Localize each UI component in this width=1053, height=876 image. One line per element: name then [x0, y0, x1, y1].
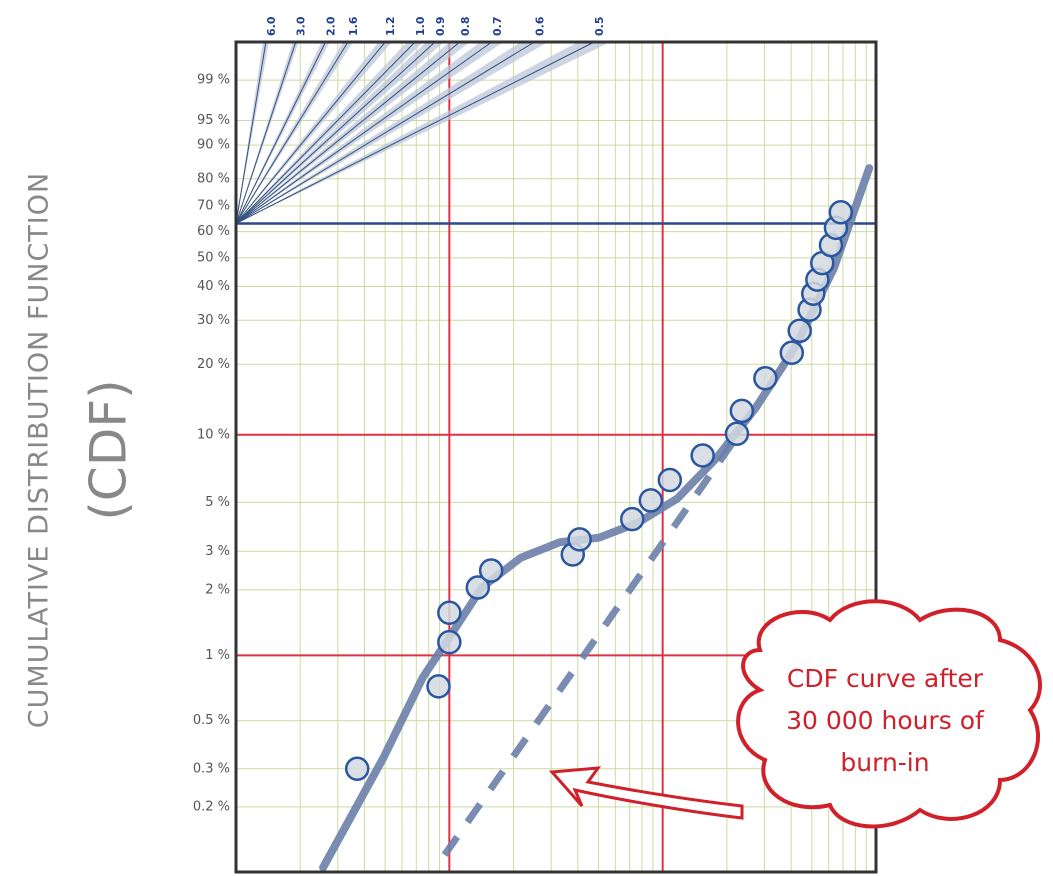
annotation-line: 30 000 hours of	[786, 706, 985, 735]
y-tick-label: 0.2 %	[193, 799, 230, 814]
burn-in-line	[441, 435, 739, 857]
data-point	[478, 558, 504, 583]
y-tick-label: 40 %	[197, 279, 230, 294]
plot-frame	[234, 40, 878, 874]
annotation-line: burn-in	[840, 748, 929, 777]
annotation-line: CDF curve after	[787, 664, 984, 693]
data-point	[437, 600, 462, 626]
data-point	[729, 398, 755, 424]
y-tick-label: 70 %	[197, 199, 230, 214]
slope-line	[235, 41, 595, 224]
slope-label: 6.0	[265, 16, 278, 36]
data-point	[828, 199, 854, 225]
callout-cloud	[736, 599, 1042, 829]
fit-curve	[319, 164, 874, 872]
y-tick-label: 3 %	[205, 544, 230, 559]
data-point	[787, 318, 812, 344]
y-axis-title: CUMULATIVE DISTRIBUTION FUNCTION	[24, 172, 55, 728]
data-point	[465, 575, 491, 600]
slope-band	[236, 42, 353, 224]
slope-band	[236, 42, 470, 224]
data-point	[567, 527, 592, 552]
y-tick-label: 50 %	[197, 250, 230, 265]
slope-line	[235, 41, 386, 224]
annotation: CDF curve after 30 000 hours of burn-in	[786, 664, 985, 777]
slope-label: 3.0	[295, 16, 308, 36]
slope-line	[235, 41, 267, 224]
slope-label: 0.5	[593, 17, 606, 37]
y-tick-label: 20 %	[197, 357, 230, 372]
slope-line	[235, 41, 349, 224]
slope-label: 0.9	[434, 17, 447, 37]
data-point	[779, 340, 805, 366]
slope-band	[236, 42, 504, 224]
slope-line	[235, 41, 461, 224]
slope-line	[235, 41, 326, 224]
marks	[319, 164, 874, 872]
slope-label: 0.7	[491, 17, 504, 37]
data-point	[619, 506, 645, 532]
slope-band	[236, 42, 548, 224]
y-tick-label: 10 %	[197, 427, 230, 442]
y-tick-label: 99 %	[197, 73, 230, 88]
y-tick-label: 95 %	[197, 113, 230, 128]
slope-label: 1.6	[347, 16, 360, 36]
slope-line	[235, 41, 493, 224]
slope-label: 1.0	[414, 16, 427, 36]
data-point	[344, 756, 370, 782]
y-tick-label: 60 %	[197, 224, 230, 239]
slope-fan	[235, 41, 611, 224]
y-tick-label: 2 %	[205, 582, 230, 597]
slope-line	[235, 41, 436, 224]
y-tick-label: 80 %	[197, 171, 230, 186]
y-tick-label: 90 %	[197, 138, 230, 153]
labels: 99 % 95 % 90 % 80 % 70 % 60 % 50 % 40 % 30 % 20 %…	[193, 16, 606, 814]
slope-line	[235, 41, 297, 224]
callout-arrow	[548, 766, 744, 820]
y-axis-title-abbrev: (CDF)	[80, 379, 138, 520]
y-tick-label: 0.3 %	[193, 761, 230, 776]
slope-band	[236, 42, 330, 224]
y-tick-label: 5 %	[205, 495, 230, 510]
slope-band	[236, 42, 299, 224]
data-point	[690, 443, 715, 468]
slope-label: 0.8	[459, 17, 472, 37]
slope-band	[236, 42, 392, 224]
slope-line	[235, 41, 416, 224]
data-point	[724, 421, 750, 447]
slope-band	[236, 42, 611, 224]
y-tick-label: 0.5 %	[193, 713, 230, 728]
data-point	[753, 365, 778, 391]
data-point	[657, 467, 683, 493]
slope-line	[235, 41, 535, 224]
data-point	[638, 488, 664, 513]
slope-label: 1.2	[384, 17, 397, 37]
slope-label: 2.0	[325, 16, 338, 36]
slope-band	[236, 42, 424, 224]
data-point	[426, 674, 451, 699]
slope-band	[236, 42, 269, 224]
slope-label: 0.6	[533, 16, 546, 36]
y-tick-label: 1 %	[205, 648, 230, 663]
data-point	[437, 629, 462, 655]
y-tick-label: 30 %	[197, 313, 230, 328]
slope-band	[236, 42, 444, 224]
